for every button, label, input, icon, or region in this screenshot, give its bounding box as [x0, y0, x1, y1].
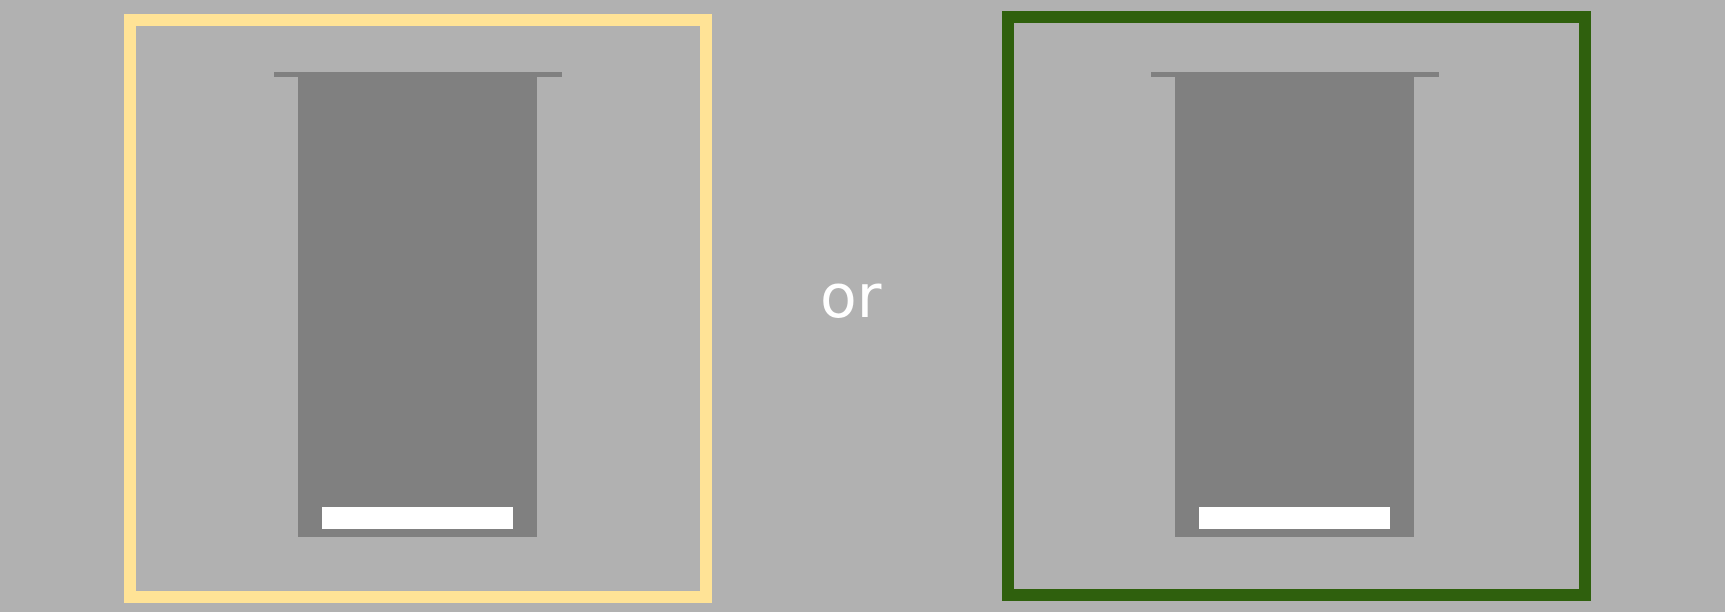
- container-body: [1175, 72, 1414, 537]
- container-slot: [1199, 507, 1390, 529]
- or-separator-label: or: [820, 262, 882, 332]
- right-option-frame[interactable]: [1002, 11, 1591, 601]
- container-slot: [322, 507, 513, 529]
- container-body: [298, 72, 537, 537]
- left-option-frame[interactable]: [124, 14, 712, 603]
